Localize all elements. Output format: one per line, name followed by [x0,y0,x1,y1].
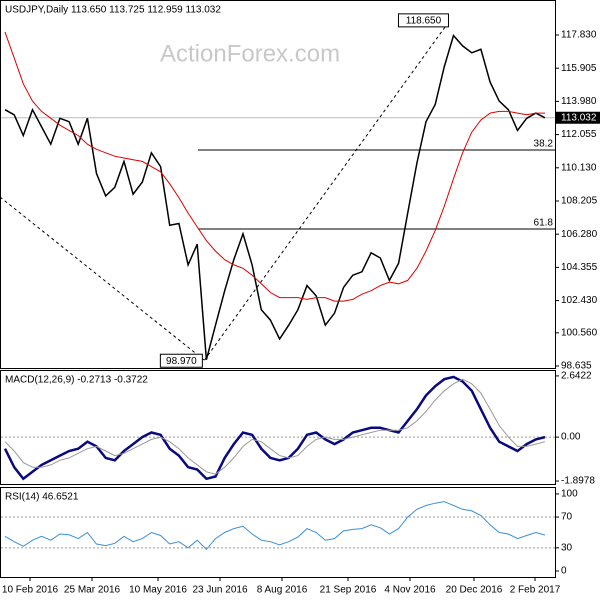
last-price-label: 113.032 [561,112,597,123]
x-tick-label: 21 Sep 2016 [320,585,377,596]
y-tick-label: 100 [561,489,578,500]
x-tick-label: 23 Jun 2016 [192,585,247,596]
last-price-box [556,111,600,124]
x-tick-label: 25 Mar 2016 [64,585,121,596]
y-tick-label: -1.8978 [561,476,595,487]
watermark: ActionForex.com [160,40,340,67]
swing-low-box [159,353,203,368]
macd-title: MACD(12,26,9) -0.2713 -0.3722 [5,375,148,386]
y-tick-label: 70 [561,512,573,523]
fib-label: 38.2 [534,139,554,150]
swing-low-label: 98.970 [166,356,197,367]
y-tick-label: 100.560 [561,327,598,338]
y-tick-label: 110.130 [561,162,597,173]
macd-panel [0,370,556,485]
x-tick-label: 8 Aug 2016 [257,585,308,596]
rsi-title: RSI(14) 46.6521 [5,492,79,503]
x-tick-label: 10 May 2016 [129,585,187,596]
y-tick-label: 113.980 [561,96,597,107]
y-tick-label: 108.205 [561,196,598,207]
y-tick-label: 98.635 [561,361,592,372]
x-tick-label: 20 Dec 2016 [446,585,503,596]
y-tick-label: 106.280 [561,229,598,240]
trend-dashed [0,196,205,361]
swing-high-box [397,13,449,28]
y-tick-label: 2.6422 [561,371,592,382]
trend-dashed [203,20,450,361]
y-tick-label: 30 [561,543,573,554]
price-panel [0,0,556,369]
x-tick-label: 2 Feb 2017 [510,585,561,596]
series-line [4,31,545,302]
fib-label: 61.8 [534,218,554,229]
series-line [4,501,546,551]
series-line [3,375,546,481]
x-tick-label: 10 Feb 2016 [2,585,59,596]
x-tick-label: 4 Nov 2016 [384,585,436,596]
series-line [4,378,546,475]
series-line [4,33,546,360]
rsi-panel [0,487,556,578]
swing-high-label: 118.650 [406,16,442,27]
chart-title: USDJPY,Daily 113.650 113.725 112.959 113… [5,5,221,16]
y-tick-label: 104.355 [561,262,598,273]
y-tick-label: 115.905 [561,63,597,74]
y-tick-label: 112.055 [561,129,597,140]
y-tick-label: 117.830 [561,30,597,41]
y-tick-label: 102.430 [561,295,598,306]
y-tick-label: 0 [561,566,567,577]
y-tick-label: 0.00 [561,432,581,443]
